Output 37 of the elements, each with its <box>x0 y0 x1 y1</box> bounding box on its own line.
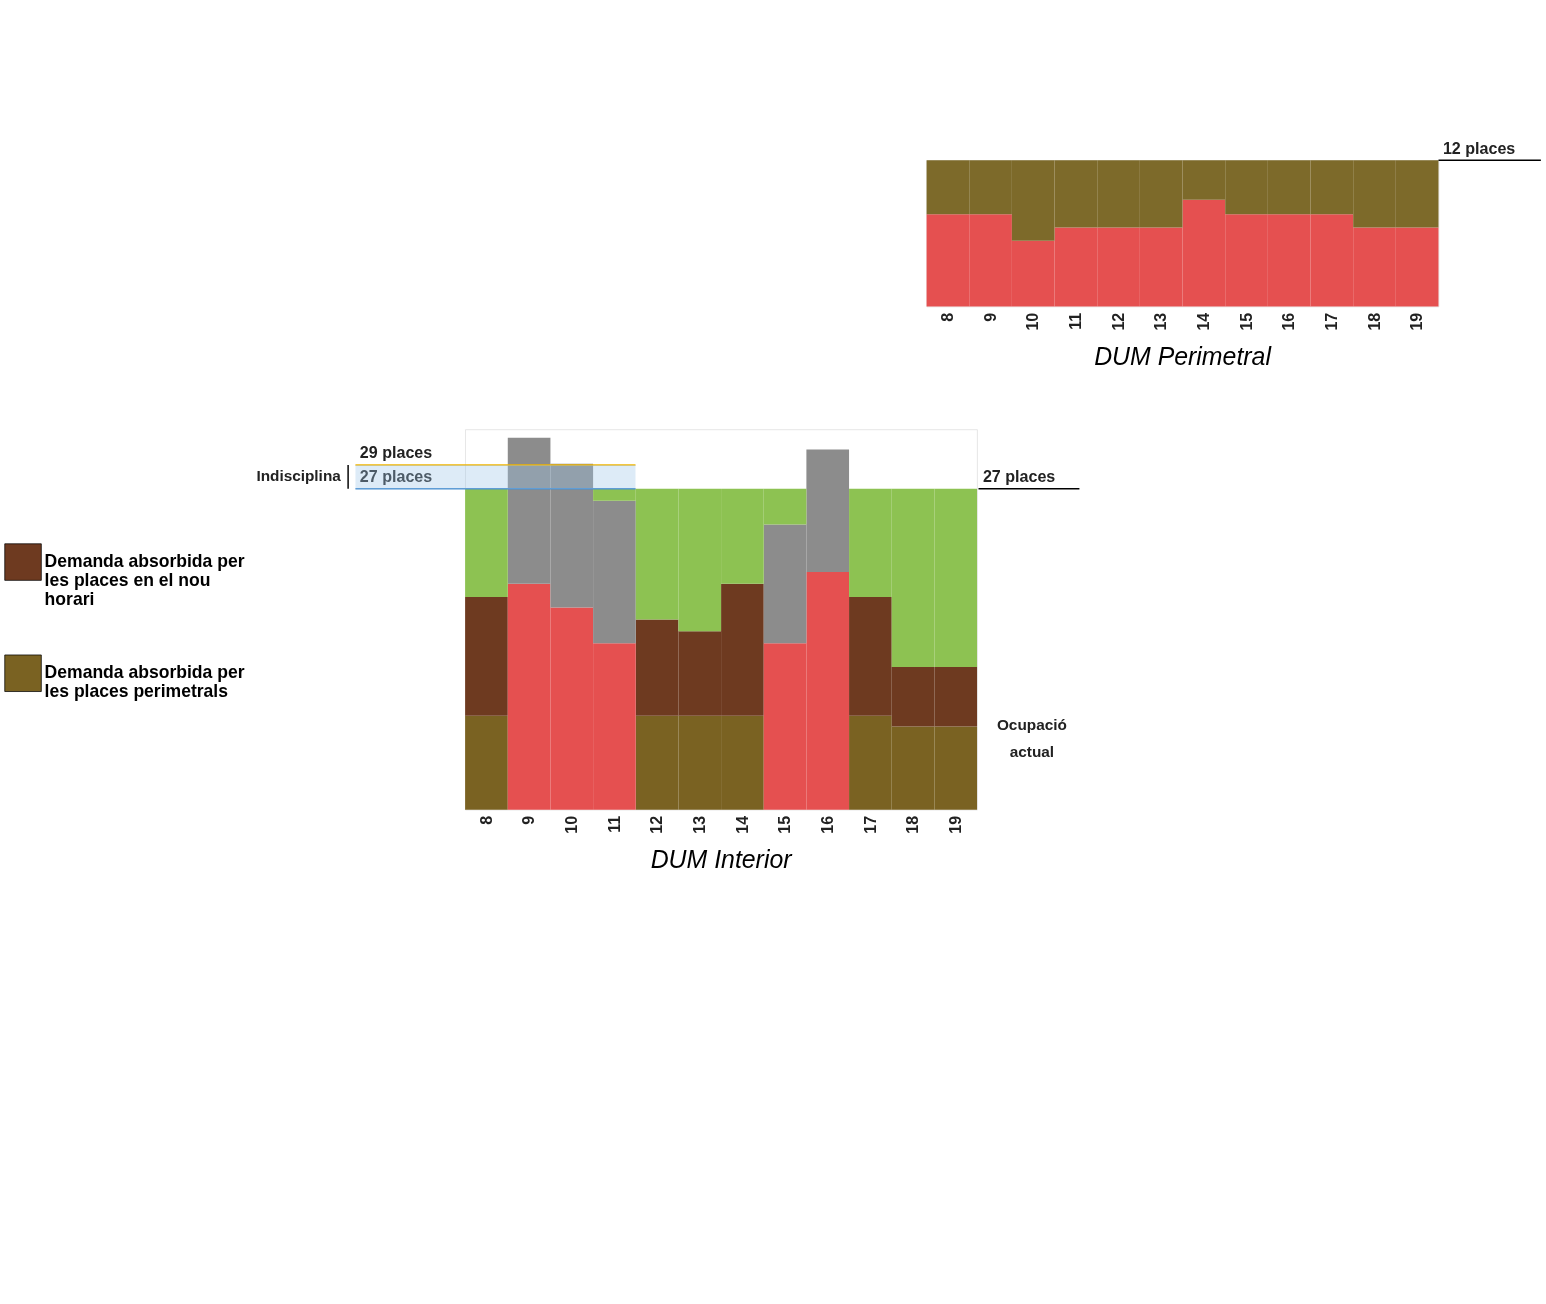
x-tick-label: 15 <box>775 815 794 834</box>
x-tick-label: 13 <box>1151 312 1170 331</box>
x-tick-label: 11 <box>1066 312 1085 330</box>
x-tick-label: 10 <box>1023 312 1042 331</box>
band-label: Indisciplina <box>256 467 342 485</box>
text: Ocupació actual <box>996 716 1067 760</box>
x-tick-label: 18 <box>903 815 922 834</box>
x-tick-label: 14 <box>732 815 751 834</box>
x-tick-label: 19 <box>1407 312 1426 331</box>
x-tick-label: 18 <box>1364 312 1383 331</box>
x-tick-label: 12 <box>647 815 666 834</box>
ref-line-label: 29 places <box>359 443 433 462</box>
ref-line-label: 27 places <box>359 467 433 486</box>
ref-line-label: 27 places <box>982 467 1056 486</box>
bar <box>465 488 508 597</box>
x-tick-label: 19 <box>945 815 964 834</box>
x-tick-label: 11 <box>604 815 623 833</box>
bar <box>465 715 508 810</box>
x-tick-label: 13 <box>689 815 708 834</box>
x-tick-label: 14 <box>1193 312 1212 331</box>
legend-label: Demanda absorbida per les places en el nou horari <box>44 551 245 610</box>
x-tick-label: 16 <box>817 815 836 834</box>
legend-label: Demanda absorbida per les places perimetrals <box>44 662 245 702</box>
x-tick-label: 12 <box>1108 312 1127 331</box>
x-tick-label: 10 <box>561 815 580 834</box>
x-tick-label: 17 <box>1321 312 1340 331</box>
x-tick-label: 9 <box>519 815 538 825</box>
text: DUM Interior <box>650 844 794 873</box>
text: DUM Perimetral <box>1094 341 1273 370</box>
x-tick-label: 8 <box>476 815 495 825</box>
x-tick-label: 17 <box>860 815 879 834</box>
bar <box>465 596 508 716</box>
x-tick-label: 16 <box>1279 312 1298 331</box>
x-tick-label: 15 <box>1236 312 1255 331</box>
x-tick-label: 9 <box>980 312 999 322</box>
text: 12 places <box>1442 138 1516 157</box>
x-tick-label: 8 <box>938 312 957 322</box>
